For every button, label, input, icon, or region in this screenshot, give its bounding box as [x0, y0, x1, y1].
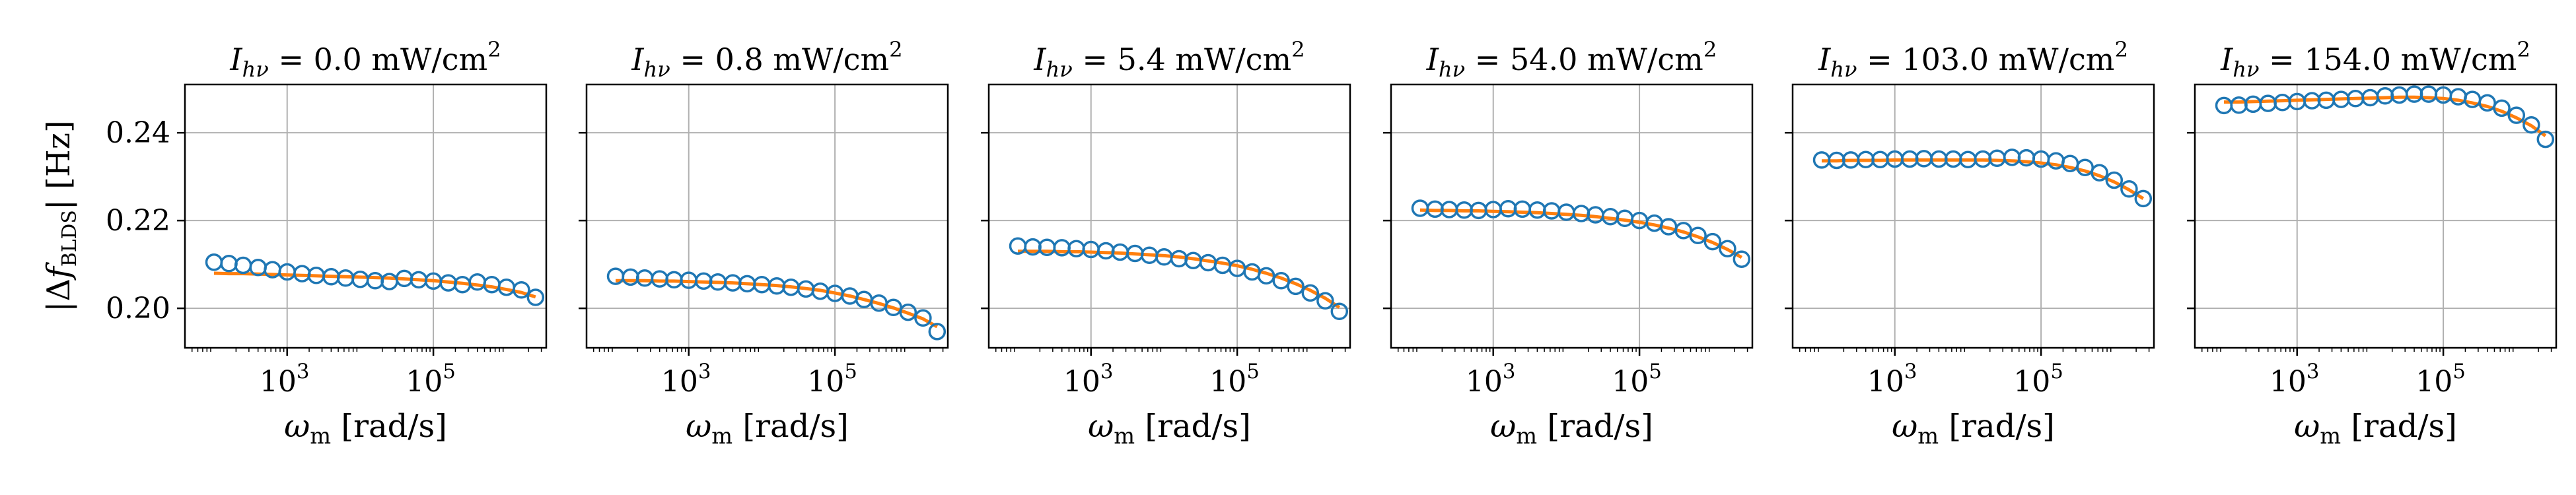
x-tick-label: 103: [2270, 360, 2320, 399]
x-tick-label: 103: [661, 360, 711, 399]
data-point: [2076, 158, 2094, 176]
data-point: [635, 269, 654, 287]
axes-frame: [2194, 83, 2558, 349]
y-tick-label: 0.20: [106, 292, 170, 325]
data-point: [2449, 88, 2467, 106]
data-point: [468, 273, 486, 291]
data-point: [526, 288, 545, 306]
data-point: [2405, 85, 2423, 103]
data-point: [2134, 189, 2153, 208]
data-point: [622, 268, 639, 286]
panel-title: Ihν = 5.4 mW/cm2: [1033, 37, 1305, 82]
data-point: [1067, 240, 1085, 257]
fit-line: [1018, 249, 1341, 309]
fit-line: [1419, 208, 1743, 259]
y-axis-label: |ΔfBLDS| [Hz]: [40, 120, 81, 312]
x-tick-label: 103: [1063, 360, 1114, 399]
axes-frame: [184, 83, 548, 349]
data-point: [220, 255, 238, 273]
panel-title: Ihν = 0.0 mW/cm2: [229, 37, 501, 82]
axes-frame: [1390, 83, 1754, 349]
data-point: [2536, 130, 2555, 148]
x-axis-label: ωm [rad/s]: [1490, 408, 1653, 449]
fit-line: [616, 279, 939, 329]
data-point: [1301, 284, 1320, 302]
x-axis-label: ωm [rad/s]: [2294, 408, 2457, 449]
y-tick-label: 0.22: [106, 204, 170, 238]
data-point: [2091, 164, 2108, 182]
data-point: [1719, 240, 1736, 257]
data-point: [928, 323, 947, 341]
data-point: [2478, 94, 2496, 112]
x-tick-label: 103: [1466, 360, 1516, 399]
data-point: [380, 273, 398, 290]
panel-4: 103 105 Ihν = 54.0 mW/cm2 ωm [rad/s]: [1383, 37, 1754, 449]
data-point: [2522, 116, 2540, 134]
data-point: [1272, 272, 1290, 290]
data-point: [2120, 180, 2138, 198]
panel-title: Ihν = 154.0 mW/cm2: [2220, 37, 2530, 82]
x-axis-label: ωm [rad/s]: [1892, 408, 2055, 449]
data-point: [234, 256, 252, 275]
data-point: [914, 309, 932, 327]
panel-title: Ihν = 103.0 mW/cm2: [1818, 37, 2128, 82]
x-tick-label: 103: [1867, 360, 1917, 399]
x-tick-label: 105: [1612, 360, 1662, 399]
data-point: [205, 253, 223, 271]
panel-title: Ihν = 54.0 mW/cm2: [1426, 37, 1717, 82]
x-tick-label: 103: [260, 360, 310, 399]
data-point: [2507, 106, 2526, 124]
data-point: [2003, 148, 2021, 166]
data-point: [1287, 277, 1305, 296]
data-point: [1528, 201, 1546, 219]
data-point: [1330, 302, 1349, 321]
x-tick-label: 105: [2415, 360, 2466, 399]
data-point: [1689, 226, 1707, 245]
data-point: [1513, 200, 1532, 218]
data-point: [366, 272, 384, 290]
data-point: [2244, 95, 2262, 114]
panel-title: Ihν = 0.8 mW/cm2: [631, 37, 902, 82]
x-tick-label: 105: [2013, 360, 2063, 399]
data-point: [2463, 90, 2482, 108]
axes-frame: [585, 83, 949, 349]
data-point: [899, 303, 917, 321]
x-tick-label: 105: [807, 360, 857, 399]
data-point: [2390, 86, 2408, 104]
data-point: [2493, 99, 2511, 117]
axes-frame: [1791, 83, 2155, 349]
panel-1: 0.20 0.22 0.24 103 105 Ihν = 0.0 mW/cm2 ωm [ra…: [106, 37, 548, 449]
x-tick-label: 105: [406, 360, 456, 399]
data-point: [1257, 267, 1275, 285]
panel-2: 103 105 Ihν = 0.8 mW/cm2 ωm [rad/s]: [579, 37, 949, 449]
data-point: [1988, 149, 2006, 167]
x-tick-label: 105: [1209, 360, 1260, 399]
data-point: [1733, 250, 1751, 268]
panel-6: 103 105 Ihν = 154.0 mW/cm2 ωm [rad/s]: [2187, 37, 2558, 449]
data-point: [2230, 96, 2248, 114]
x-axis-label: ωm [rad/s]: [1088, 408, 1251, 449]
axes-frame: [987, 83, 1351, 349]
data-point: [2419, 85, 2438, 103]
data-point: [1557, 203, 1575, 221]
data-point: [1411, 199, 1429, 217]
data-point: [513, 280, 530, 299]
data-point: [1499, 199, 1517, 218]
data-point: [651, 270, 668, 288]
panel-5: 103 105 Ihν = 103.0 mW/cm2 ωm [rad/s]: [1785, 37, 2155, 449]
x-axis-label: ωm [rad/s]: [686, 408, 849, 449]
data-point: [2105, 171, 2124, 189]
data-point: [1316, 292, 1334, 310]
data-point: [2215, 96, 2233, 115]
data-point: [1542, 202, 1561, 220]
fit-line: [213, 271, 536, 299]
y-tick-label: 0.24: [106, 116, 170, 150]
data-point: [1703, 232, 1722, 251]
data-point: [351, 271, 369, 288]
x-axis-label: ωm [rad/s]: [284, 408, 447, 449]
data-point: [2259, 94, 2277, 112]
panel-3: 103 105 Ihν = 5.4 mW/cm2 ωm [rad/s]: [981, 37, 1351, 449]
